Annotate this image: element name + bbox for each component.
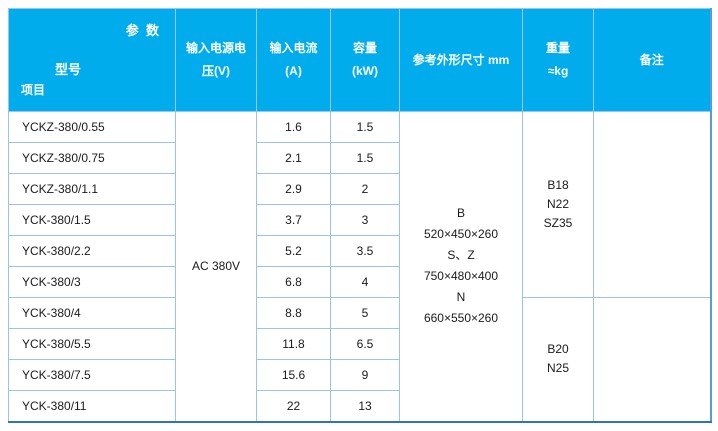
model-cell: YCKZ-380/0.75 xyxy=(8,142,176,174)
voltage-merged-cell: AC 380V xyxy=(175,111,257,422)
current-cell: 2.1 xyxy=(256,142,331,174)
table-row: YCK-380/5.5 11.8 6.5 xyxy=(8,328,711,360)
header-row: 参 数 型号 项目 输入电源电 压(V) 输入电流 (A) 容量 (kW) 参考… xyxy=(8,8,711,112)
capacity-cell: 3.5 xyxy=(330,235,400,267)
capacity-cell: 9 xyxy=(330,359,400,391)
model-cell: YCK-380/3 xyxy=(8,266,176,298)
spec-table: 参 数 型号 项目 输入电源电 压(V) 输入电流 (A) 容量 (kW) 参考… xyxy=(8,8,712,423)
header-dimensions: 参考外形尺寸 mm xyxy=(399,8,523,112)
weight-merged-cell-bottom: B20 N25 xyxy=(522,297,594,422)
model-cell: YCK-380/1.5 xyxy=(8,204,176,236)
remark-merged-cell-bottom xyxy=(593,297,711,422)
current-cell: 8.8 xyxy=(256,297,331,329)
header-corner-item-label: 项目 xyxy=(21,83,46,97)
table-row: YCKZ-380/0.55 AC 380V 1.6 1.5 B 520×450×… xyxy=(8,111,711,422)
header-capacity: 容量 (kW) xyxy=(330,8,400,112)
current-cell: 2.9 xyxy=(256,173,331,205)
current-cell: 5.2 xyxy=(256,235,331,267)
table-row: YCK-380/4 8.8 5 B20 N25 xyxy=(8,297,711,422)
current-cell: 22 xyxy=(256,390,331,422)
weight-merged-cell-top: B18 N22 SZ35 xyxy=(522,111,594,298)
capacity-cell: 6.5 xyxy=(330,328,400,360)
current-cell: 15.6 xyxy=(256,359,331,391)
header-corner-parameter-label: 参 数 xyxy=(125,23,159,38)
table-row: YCK-380/2.2 5.2 3.5 xyxy=(8,235,711,267)
table-row: YCK-380/7.5 15.6 9 xyxy=(8,359,711,391)
capacity-cell: 1.5 xyxy=(330,111,400,143)
current-cell: 6.8 xyxy=(256,266,331,298)
model-cell: YCKZ-380/1.1 xyxy=(8,173,176,205)
model-cell: YCK-380/11 xyxy=(8,390,176,422)
header-remark: 备注 xyxy=(593,8,711,112)
model-cell: YCK-380/2.2 xyxy=(8,235,176,267)
header-input-voltage: 输入电源电 压(V) xyxy=(175,8,257,112)
table-row: YCK-380/11 22 13 xyxy=(8,390,711,422)
table-row: YCKZ-380/0.75 2.1 1.5 xyxy=(8,142,711,174)
header-corner-model-label: 型号 xyxy=(55,62,82,77)
model-cell: YCK-380/4 xyxy=(8,297,176,329)
current-cell: 11.8 xyxy=(256,328,331,360)
header-corner-cell: 参 数 型号 项目 xyxy=(8,8,176,112)
header-input-current: 输入电流 (A) xyxy=(256,8,331,112)
current-cell: 3.7 xyxy=(256,204,331,236)
current-cell: 1.6 xyxy=(256,111,331,143)
capacity-cell: 13 xyxy=(330,390,400,422)
remark-merged-cell-top xyxy=(593,111,711,298)
model-cell: YCKZ-380/0.55 xyxy=(8,111,176,143)
model-cell: YCK-380/5.5 xyxy=(8,328,176,360)
capacity-cell: 3 xyxy=(330,204,400,236)
model-cell: YCK-380/7.5 xyxy=(8,359,176,391)
capacity-cell: 2 xyxy=(330,173,400,205)
table-row: YCKZ-380/1.1 2.9 2 xyxy=(8,173,711,205)
header-weight: 重量 ≈kg xyxy=(522,8,594,112)
dimensions-merged-cell: B 520×450×260 S、Z 750×480×400 N 660×550×… xyxy=(399,111,523,422)
table-row: YCK-380/3 6.8 4 xyxy=(8,266,711,298)
capacity-cell: 4 xyxy=(330,266,400,298)
capacity-cell: 1.5 xyxy=(330,142,400,174)
capacity-cell: 5 xyxy=(330,297,400,329)
